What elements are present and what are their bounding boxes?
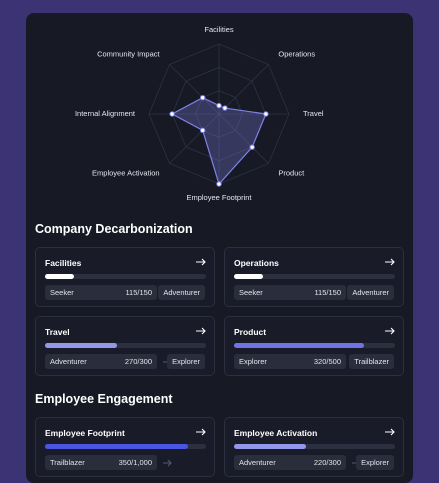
radar-point [249,144,255,150]
axis-label: Product [278,168,305,177]
next-level-pill: Adventurer [158,285,205,300]
score: 270/300 [124,357,152,366]
spoke [169,113,220,164]
level: Trailblazer [50,458,85,467]
section-title: Company Decarbonization [35,222,193,236]
level-pill: Seeker 115/150 [234,285,346,300]
spoke [218,64,269,115]
progress-track [234,444,395,449]
card-title: Employee Activation [234,428,318,438]
card-title: Travel [45,327,70,337]
card: Operations Seeker 115/150 Adventurer [224,247,404,307]
radar-point [216,102,222,109]
spoke [218,113,269,164]
progress-track [234,274,395,279]
progress-bar [234,274,263,279]
axis-label: Facilities [204,25,233,34]
next-level-pill: Explorer [167,354,205,369]
card: Employee Activation Adventurer 220/300 Expl… [224,417,404,477]
arrow-icon [385,428,395,436]
arrow-shape [385,258,395,266]
arrow-shape [163,459,172,467]
score: 115/150 [314,288,341,297]
radar-point [263,111,269,117]
level-pill: Adventurer 270/300 [45,354,157,369]
arrow-icon [196,258,206,266]
level-pill: Trailblazer 350/1,000 [45,455,157,470]
axis-label: Employee Footprint [186,193,252,202]
section-title: Employee Engagement [35,392,173,406]
arrow-shape [385,428,395,436]
radar-point [169,111,175,117]
radar-point [222,105,228,111]
card-title: Operations [234,258,279,268]
card: Employee Footprint Trailblazer 350/1,000 [35,417,215,477]
radar-point [199,127,206,134]
radar-point [199,94,206,101]
axis-label: Employee Activation [92,168,160,177]
card-title: Product [234,327,267,337]
radar-chart: Facilities Operations Travel Product Employe… [75,25,324,202]
arrow-icon [196,428,206,436]
card: Travel Adventurer 270/300 Explorer [35,316,215,376]
card-title: Facilities [45,258,82,268]
page: Facilities Operations Travel Product Employe… [26,13,413,483]
axis-label: Travel [303,109,324,118]
level-pill: Adventurer 220/300 [234,455,346,470]
level: Seeker [239,288,263,297]
arrow-icon [385,258,395,266]
arrow-shape [385,327,395,335]
level-pill: Seeker 115/150 [45,285,157,300]
axis-label: Community Impact [97,50,160,59]
score: 320/500 [313,357,341,366]
arrow-shape [196,428,206,436]
score: 350/1,000 [118,458,152,467]
spoke [169,64,220,115]
card-title: Employee Footprint [45,428,125,438]
arrow-shape [196,258,206,266]
progress-track [234,343,395,348]
radar-area [170,96,267,186]
progress-track [45,343,206,348]
arrow-shape [196,327,206,335]
progress-bar [234,343,365,348]
progress-track [45,444,206,449]
score: 220/300 [313,458,341,467]
progress-track [45,274,206,279]
progress-bar [234,444,307,449]
card: Product Explorer 320/500 Trailblazer [224,316,404,376]
arrow-icon [163,459,172,467]
arrow-icon [196,327,206,335]
next-level-pill: Adventurer [347,285,394,300]
card: Facilities Seeker 115/150 Adventurer [35,247,215,307]
level-pill: Explorer 320/500 [234,354,346,369]
radar-point [216,181,222,187]
arrow-icon [385,327,395,335]
progress-bar [45,274,74,279]
score: 115/150 [125,288,152,297]
next-level-pill: Explorer [356,455,394,470]
next-level-pill: Trailblazer [349,354,394,369]
level: Adventurer [239,458,276,467]
axis-label: Operations [278,50,315,59]
axis-label: Internal Alignment [75,109,136,118]
level: Seeker [50,288,74,297]
progress-bar [45,343,118,348]
progress-bar [45,444,189,449]
level: Explorer [239,357,267,366]
level: Adventurer [50,357,87,366]
